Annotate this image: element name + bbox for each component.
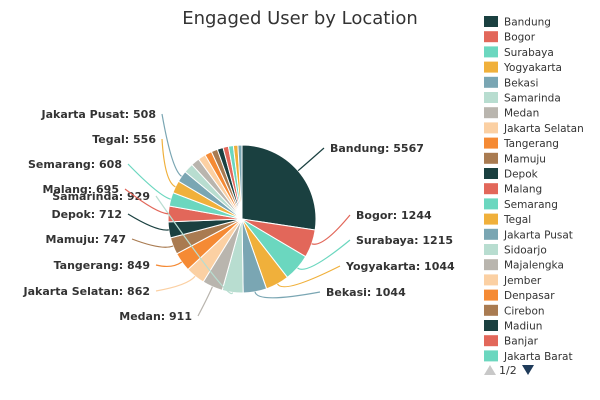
legend-item-samarinda: Samarinda (504, 93, 561, 105)
legend-swatch-semarang (484, 198, 498, 210)
legend-item-bandung: Bandung (504, 17, 551, 29)
legend-item-jember: Jember (503, 275, 542, 287)
legend-swatch-madiun (484, 320, 498, 331)
legend-swatch-denpasar (484, 289, 498, 301)
legend-swatch-jember (484, 274, 498, 286)
legend-swatch-jakarta-barat (484, 350, 498, 362)
legend-swatch-banjar (484, 335, 498, 347)
legend-swatch-yogyakarta (484, 61, 498, 73)
legend-swatch-bekasi (484, 76, 498, 88)
data-label-tangerang: Tangerang: 849 (54, 259, 150, 272)
legend-swatch-jakarta-pusat (484, 228, 498, 240)
chart-title: Engaged User by Location (182, 8, 418, 29)
legend-swatch-depok (484, 168, 498, 179)
legend: Bandung Bogor Surabaya Yogyakarta Bekasi Sama… (484, 16, 584, 363)
legend-item-jakarta-pusat: Jakarta Pusat (503, 229, 573, 241)
leader-line-bogor (311, 214, 351, 245)
data-label-jakarta-selatan: Jakarta Selatan: 862 (23, 285, 150, 298)
legend-swatch-samarinda (484, 92, 498, 103)
data-label-tegal: Tegal: 556 (92, 133, 156, 146)
legend-item-tegal: Tegal (503, 214, 531, 226)
legend-item-banjar: Banjar (504, 336, 539, 348)
legend-swatch-tegal (484, 213, 498, 225)
leader-line-samarinda (155, 195, 234, 295)
leader-line-jakarta-pusat (161, 113, 182, 177)
legend-swatch-bogor (484, 31, 498, 43)
legend-item-mamuju: Mamuju (504, 153, 546, 165)
legend-swatch-cirebon (484, 304, 498, 316)
leader-line-mamuju (131, 238, 174, 248)
legend-item-denpasar: Denpasar (504, 290, 555, 302)
data-label-semarang: Semarang: 608 (28, 158, 122, 171)
leader-line-yogyakarta (276, 265, 341, 288)
leader-line-depok (127, 213, 169, 231)
leader-line-bandung (297, 147, 325, 172)
legend-item-jakarta-barat: Jakarta Barat (503, 351, 573, 363)
pager-label: 1/2 (499, 364, 517, 377)
legend-item-jakarta-selatan: Jakarta Selatan (503, 123, 584, 135)
legend-swatch-tangerang (484, 137, 498, 149)
pager-down-icon[interactable] (522, 365, 534, 375)
leader-line-tangerang (155, 261, 183, 268)
pie-labels: Bandung: 5567 Bogor: 1244 Surabaya: 1215 Yo… (23, 108, 455, 323)
legend-item-tangerang: Tangerang (503, 138, 559, 150)
legend-item-semarang: Semarang (504, 199, 558, 211)
data-label-mamuju: Mamuju: 747 (46, 233, 126, 246)
legend-swatch-jakarta-selatan (484, 122, 498, 134)
leader-line-semarang (127, 163, 171, 200)
data-label-malang: Malang: 695 (43, 183, 119, 196)
leader-line-surabaya (297, 239, 351, 270)
legend-item-sidoarjo: Sidoarjo (504, 245, 547, 257)
legend-item-surabaya: Surabaya (504, 47, 554, 59)
leader-line-tegal (161, 138, 176, 188)
legend-item-medan: Medan (504, 108, 539, 120)
legend-item-depok: Depok (504, 169, 539, 181)
data-label-surabaya: Surabaya: 1215 (356, 234, 453, 247)
legend-swatch-sidoarjo (484, 244, 498, 255)
legend-item-bekasi: Bekasi (504, 77, 538, 89)
legend-swatch-surabaya (484, 46, 498, 58)
legend-item-malang: Malang (504, 184, 542, 196)
legend-pager: 1/2 (484, 364, 534, 377)
leader-line-jakarta-selatan (155, 275, 196, 292)
data-label-medan: Medan: 911 (119, 310, 192, 323)
data-label-bandung: Bandung: 5567 (330, 142, 424, 155)
legend-item-bogor: Bogor (504, 32, 536, 44)
leader-line-malang (124, 188, 169, 215)
data-label-yogyakarta: Yogyakarta: 1044 (345, 260, 455, 273)
data-label-samarinda: Samarinda: 929 (52, 190, 150, 203)
data-label-bekasi: Bekasi: 1044 (326, 286, 406, 299)
data-label-jakarta-pusat: Jakarta Pusat: 508 (40, 108, 156, 121)
legend-swatch-malang (484, 183, 498, 195)
legend-swatch-bandung (484, 16, 498, 27)
pie-slice-unnamed-24 (237, 144, 243, 220)
legend-item-madiun: Madiun (504, 321, 542, 333)
legend-item-yogyakarta: Yogyakarta (503, 62, 562, 74)
data-label-bogor: Bogor: 1244 (356, 209, 432, 222)
legend-swatch-medan (484, 107, 498, 119)
pie-slice-bandung-0 (241, 144, 317, 231)
legend-swatch-majalengka (484, 259, 498, 271)
legend-item-cirebon: Cirebon (504, 305, 545, 317)
pager-up-icon[interactable] (484, 365, 496, 375)
legend-swatch-mamuju (484, 152, 498, 164)
leader-line-bekasi (254, 291, 321, 299)
data-label-depok: Depok: 712 (51, 208, 122, 221)
pie-slices (167, 144, 317, 294)
legend-item-majalengka: Majalengka (504, 260, 564, 272)
leader-line-medan (197, 286, 213, 317)
